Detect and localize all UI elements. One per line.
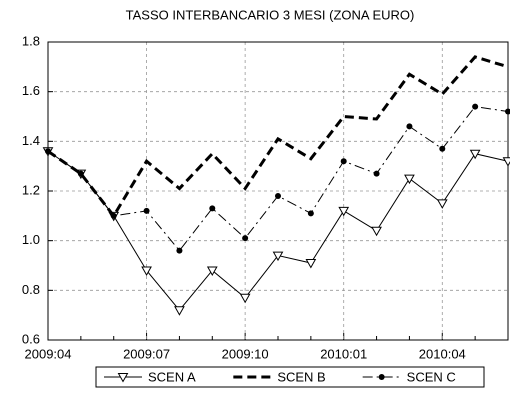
marker <box>206 266 218 276</box>
marker <box>338 206 350 217</box>
marker <box>371 226 382 237</box>
marker <box>242 235 249 242</box>
marker <box>174 306 185 316</box>
marker <box>436 199 448 209</box>
legend-marker <box>378 374 385 380</box>
marker <box>305 259 317 269</box>
marker <box>472 103 479 110</box>
marker <box>406 123 413 130</box>
marker <box>45 148 51 155</box>
marker <box>209 205 216 212</box>
legend-box <box>95 366 485 388</box>
marker <box>340 158 347 165</box>
chart-title: TASSO INTERBANCARIO 3 MESI (ZONA EURO) <box>126 7 415 22</box>
marker <box>469 149 481 160</box>
marker <box>77 170 84 177</box>
marker <box>176 247 183 254</box>
marker <box>110 212 117 219</box>
y-tick-label: 1.8 <box>22 33 40 48</box>
y-tick-label: 0.8 <box>22 282 40 297</box>
marker <box>143 207 150 214</box>
marker <box>239 293 251 304</box>
marker <box>505 108 510 115</box>
legend-label: SCEN A <box>148 369 196 384</box>
marker <box>439 145 446 152</box>
x-tick-label: 2010:01 <box>320 346 367 361</box>
y-tick-label: 1.6 <box>22 83 40 98</box>
legend-label: SCEN C <box>407 369 456 384</box>
marker <box>275 192 281 199</box>
marker <box>272 251 284 262</box>
series-line <box>47 106 509 252</box>
series-line <box>47 150 509 311</box>
x-tick-label: 2009:04 <box>25 346 72 361</box>
y-tick-label: 1.2 <box>22 182 40 197</box>
x-tick-label: 2009:10 <box>222 346 269 361</box>
legend: SCEN A SCEN B SCEN C <box>95 366 485 388</box>
marker <box>307 210 314 217</box>
marker <box>404 174 415 185</box>
legend-marker <box>117 373 129 383</box>
legend-label: SCEN B <box>277 369 325 384</box>
plot-frame <box>47 41 509 341</box>
marker <box>502 157 510 167</box>
y-tick-label: 1.0 <box>22 232 40 247</box>
marker <box>373 170 380 177</box>
x-tick-label: 2010:04 <box>419 346 466 361</box>
y-tick-label: 1.4 <box>22 133 40 148</box>
y-tick-label: 0.6 <box>22 331 40 346</box>
marker <box>141 266 152 276</box>
series-line <box>47 55 509 219</box>
x-tick-label: 2009:07 <box>123 346 170 361</box>
